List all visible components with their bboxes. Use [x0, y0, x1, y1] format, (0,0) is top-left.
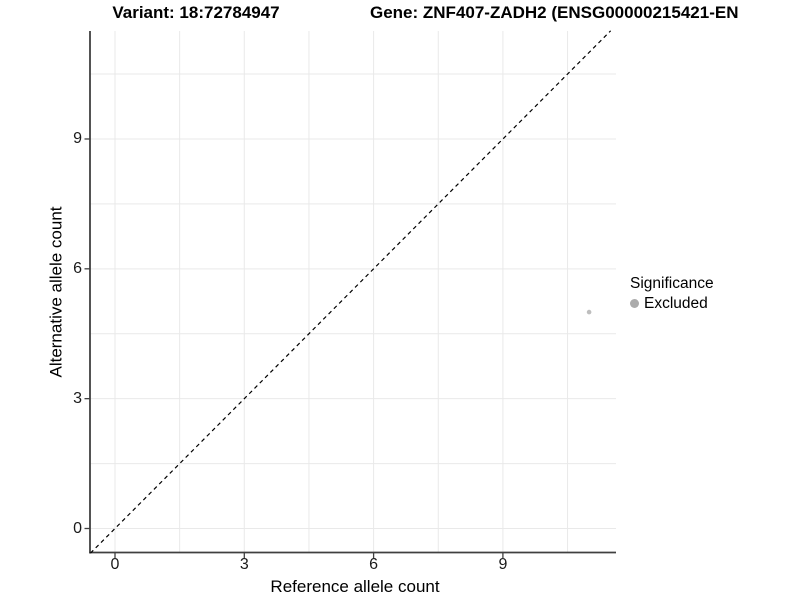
y-tick-label: 6 — [73, 259, 82, 277]
y-axis-title: Alternative allele count — [46, 206, 66, 378]
scatter-point — [586, 309, 592, 315]
x-tick-label: 6 — [369, 556, 379, 573]
legend: Significance Excluded — [630, 276, 714, 311]
legend-item-excluded: Excluded — [630, 294, 714, 312]
axis-lines — [89, 31, 616, 554]
plot-title-variant: Variant: 18:72784947 — [112, 3, 280, 22]
x-axis-title: Reference allele count — [270, 577, 440, 596]
legend-item-label: Excluded — [644, 294, 708, 312]
gridlines — [90, 31, 616, 553]
plot-layer — [90, 30, 612, 554]
axis-ticks — [84, 138, 504, 558]
legend-point-icon — [630, 298, 639, 308]
legend-title: Significance — [630, 275, 714, 292]
y-tick-label: 3 — [73, 389, 82, 407]
plot-title-gene: Gene: ZNF407-ZADH2 (ENSG00000215421-EN — [370, 3, 739, 22]
x-tick-label: 9 — [498, 556, 508, 573]
x-tick-label: 0 — [110, 556, 120, 573]
identity-line — [90, 30, 612, 554]
y-tick-label: 9 — [73, 129, 82, 147]
y-tick-label: 0 — [73, 519, 82, 537]
x-tick-label: 3 — [239, 556, 249, 573]
